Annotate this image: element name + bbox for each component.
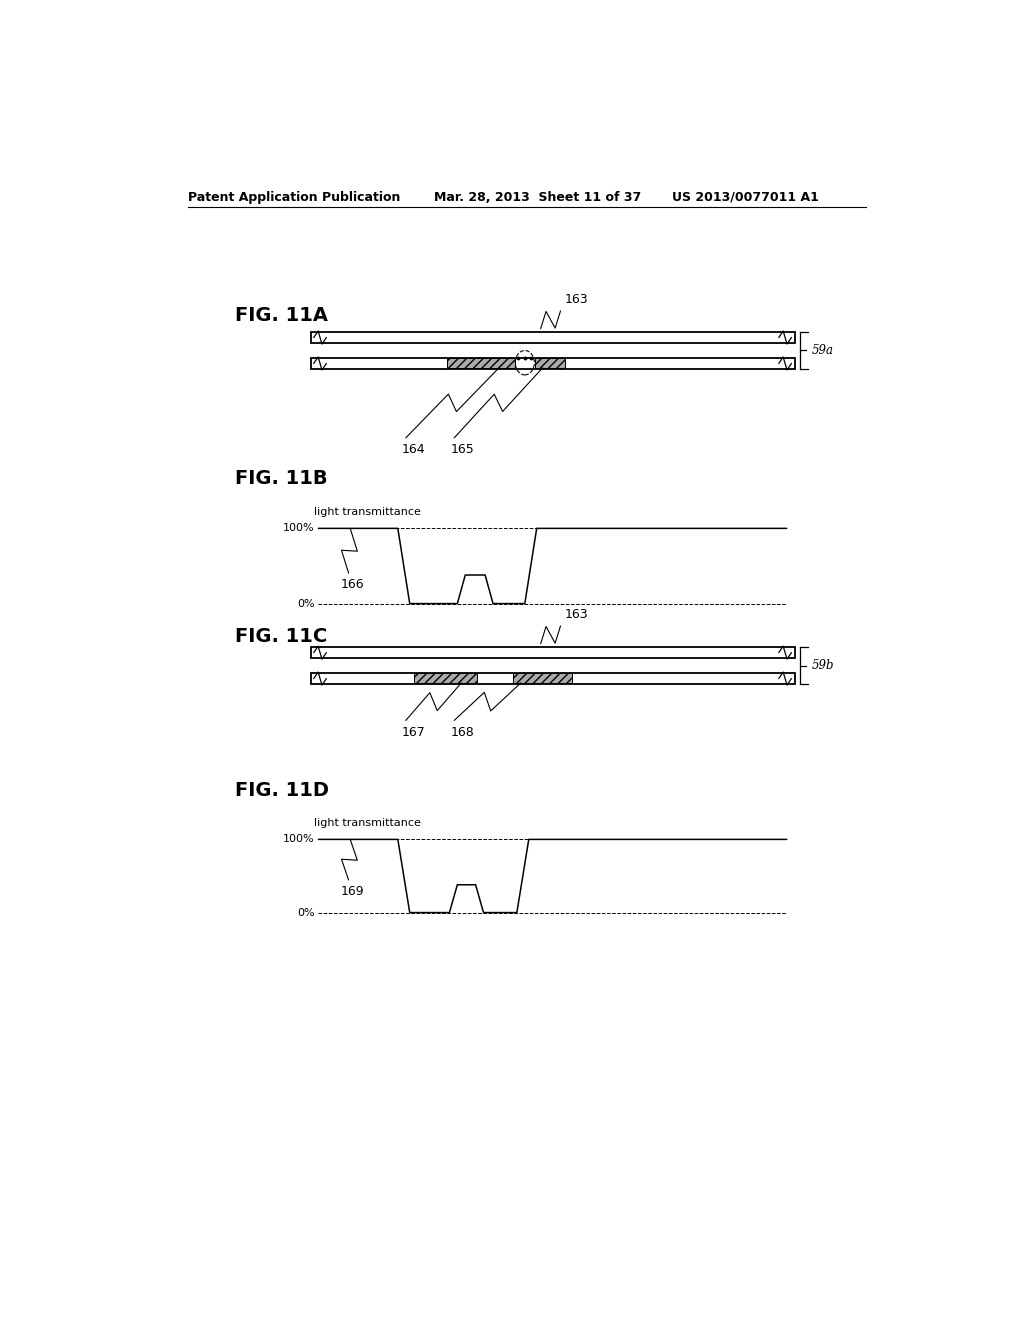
Text: light transmittance: light transmittance bbox=[314, 507, 421, 517]
Text: 100%: 100% bbox=[283, 523, 314, 533]
Text: 100%: 100% bbox=[283, 834, 314, 845]
Text: FIG. 11B: FIG. 11B bbox=[236, 469, 328, 488]
Bar bbox=[447, 358, 515, 368]
Text: 163: 163 bbox=[564, 293, 588, 306]
Text: light transmittance: light transmittance bbox=[314, 818, 421, 828]
Text: 163: 163 bbox=[564, 609, 588, 620]
Text: 0%: 0% bbox=[297, 598, 314, 609]
Bar bbox=[310, 358, 795, 370]
Bar bbox=[310, 647, 795, 659]
Text: 168: 168 bbox=[451, 726, 474, 739]
Text: Patent Application Publication: Patent Application Publication bbox=[187, 190, 400, 203]
Bar bbox=[310, 673, 795, 684]
Text: Mar. 28, 2013  Sheet 11 of 37: Mar. 28, 2013 Sheet 11 of 37 bbox=[433, 190, 641, 203]
Text: 164: 164 bbox=[401, 444, 425, 455]
Text: 169: 169 bbox=[341, 886, 365, 898]
Text: US 2013/0077011 A1: US 2013/0077011 A1 bbox=[672, 190, 818, 203]
Text: 59b: 59b bbox=[812, 659, 835, 672]
Bar bbox=[535, 358, 565, 368]
Bar bbox=[310, 331, 795, 343]
Text: FIG. 11D: FIG. 11D bbox=[236, 781, 329, 800]
Text: FIG. 11A: FIG. 11A bbox=[236, 306, 328, 326]
Text: 0%: 0% bbox=[297, 908, 314, 917]
Text: 59a: 59a bbox=[812, 345, 835, 356]
Bar bbox=[414, 673, 477, 682]
Text: FIG. 11C: FIG. 11C bbox=[236, 627, 328, 645]
Text: 167: 167 bbox=[401, 726, 426, 739]
Bar bbox=[513, 673, 572, 682]
Text: 165: 165 bbox=[451, 444, 474, 455]
Text: 166: 166 bbox=[341, 578, 365, 591]
